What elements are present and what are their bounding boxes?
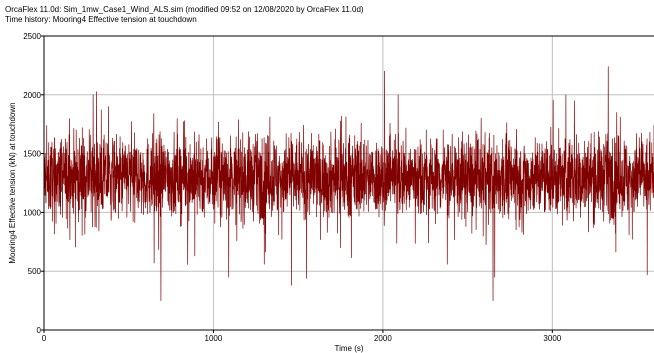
y-tick-label: 2500 — [23, 32, 41, 41]
header-history-title: Time history: Mooring4 Effective tension… — [5, 15, 197, 24]
axes — [41, 35, 654, 333]
chart-header: OrcaFlex 11.0d: Sim_1mw_Case1_Wind_ALS.s… — [5, 5, 364, 25]
series-group — [43, 66, 654, 301]
series-line-0 — [43, 66, 654, 301]
x-axis-label: Time (s) — [334, 344, 363, 353]
y-tick-label: 0 — [37, 326, 42, 335]
y-tick-label: 500 — [28, 267, 42, 276]
y-tick-label: 1500 — [23, 150, 41, 159]
x-tick-label: 0 — [42, 334, 47, 343]
header-file-info: OrcaFlex 11.0d: Sim_1mw_Case1_Wind_ALS.s… — [5, 5, 364, 14]
y-axis-label: Mooring4 Effective tension (kN) at touch… — [8, 102, 17, 263]
x-tick-label: 1000 — [205, 334, 223, 343]
x-tick-label: 3000 — [543, 334, 561, 343]
y-tick-label: 1000 — [23, 208, 41, 217]
x-tick-label: 2000 — [374, 334, 392, 343]
tick-labels: 0 1000 2000 3000 0 500 1000 1500 2000 2500 — [23, 32, 562, 343]
y-tick-label: 2000 — [23, 91, 41, 100]
